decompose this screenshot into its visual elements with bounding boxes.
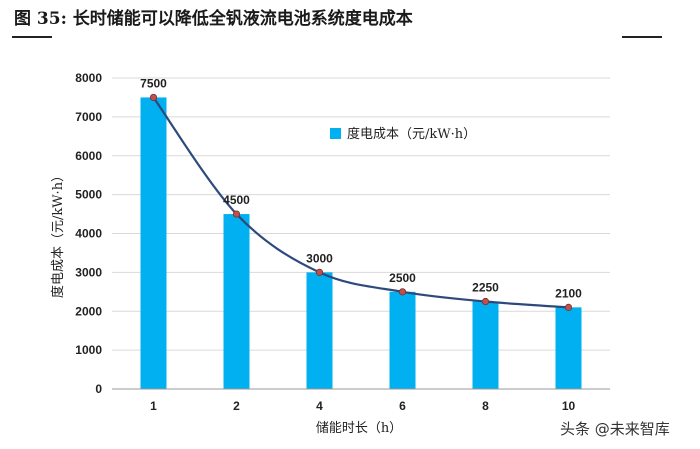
bar	[389, 291, 416, 389]
bar	[140, 97, 167, 389]
data-label: 3000	[306, 251, 333, 265]
bar	[555, 307, 582, 389]
x-tick-label: 10	[562, 399, 576, 413]
data-label: 2500	[389, 271, 416, 285]
bar	[306, 272, 333, 389]
y-tick-label: 0	[95, 382, 102, 396]
y-axis-ticks: 0 1000 2000 3000 4000 5000 6000 7000 8000	[75, 71, 102, 396]
data-label: 2250	[472, 281, 499, 295]
x-tick-label: 8	[482, 399, 489, 413]
x-axis-title: 储能时长（h）	[316, 421, 402, 436]
y-tick-label: 1000	[75, 343, 102, 357]
legend-label: 度电成本（元/kW·h）	[347, 126, 476, 142]
y-tick-label: 3000	[75, 265, 102, 279]
trend-marker	[398, 288, 407, 296]
bar	[472, 301, 499, 389]
y-tick-label: 2000	[75, 304, 102, 318]
trend-line-group	[149, 93, 573, 311]
x-tick-label: 4	[316, 399, 323, 413]
bars	[140, 97, 582, 389]
x-tick-label: 2	[233, 399, 240, 413]
figure-title: 图 35: 长时储能可以降低全钒液流电池系统度电成本	[14, 9, 413, 29]
x-axis-ticks: 1 2 4 6 8 10	[150, 399, 575, 413]
trend-line	[152, 96, 569, 309]
trend-marker	[315, 268, 324, 276]
trend-marker	[232, 210, 241, 218]
y-tick-label: 6000	[75, 149, 102, 163]
bar	[223, 214, 250, 389]
y-tick-label: 8000	[75, 71, 102, 85]
data-labels: 7500 4500 3000 2500 2250 2100	[140, 76, 582, 300]
x-tick-label: 1	[150, 399, 157, 413]
data-label: 4500	[223, 193, 250, 207]
y-tick-label: 4000	[75, 227, 102, 241]
x-tick-label: 6	[399, 399, 406, 413]
trend-marker	[149, 93, 158, 102]
y-tick-label: 5000	[75, 188, 102, 202]
title-rule-left	[12, 36, 52, 38]
trend-marker	[481, 297, 490, 306]
grid-lines	[112, 77, 610, 351]
title-rule-right	[622, 36, 662, 38]
data-label: 2100	[555, 286, 582, 300]
trend-marker	[564, 303, 573, 311]
y-axis-title: 度电成本（元/kW·h）	[50, 169, 66, 298]
data-label: 7500	[140, 76, 167, 90]
watermark: 头条 @未来智库	[560, 420, 670, 438]
y-tick-label: 7000	[75, 110, 102, 124]
legend-swatch	[330, 128, 341, 139]
